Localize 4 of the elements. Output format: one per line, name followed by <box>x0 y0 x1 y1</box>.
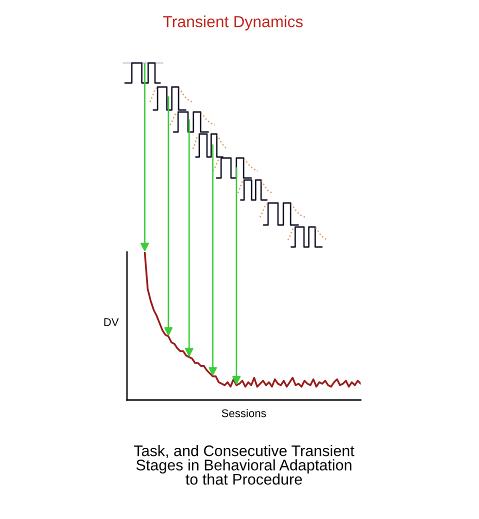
x-axis-title: Sessions <box>222 409 266 418</box>
chart-title: Transient Dynamics <box>163 16 303 30</box>
y-axis-title: DV <box>104 318 119 326</box>
text: Task, and Consecutive Transient Stages in Behavioral Adaptation to that Procedure <box>134 445 354 485</box>
